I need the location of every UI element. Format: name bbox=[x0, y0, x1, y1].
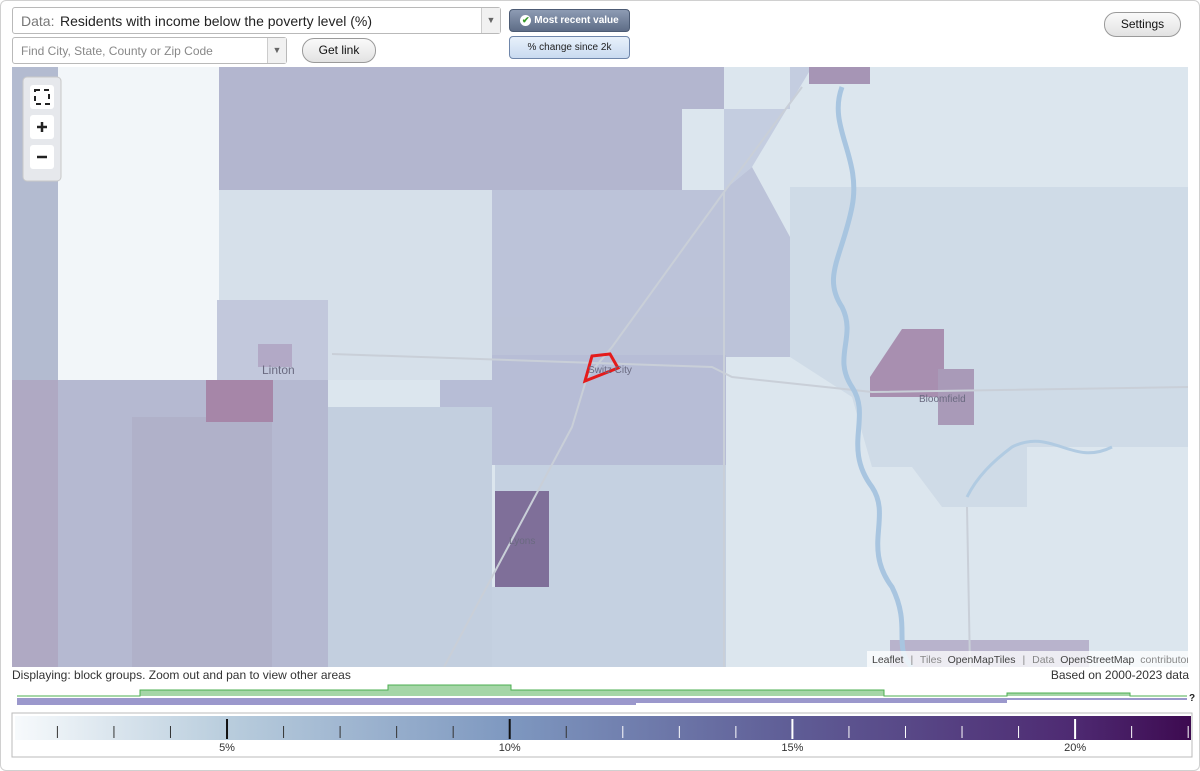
region bbox=[328, 407, 492, 667]
region bbox=[492, 465, 726, 667]
attribution-text: contributors bbox=[1140, 654, 1188, 666]
settings-button[interactable]: Settings bbox=[1104, 12, 1181, 37]
region bbox=[217, 300, 328, 380]
region bbox=[206, 380, 273, 422]
place-label: Switz City bbox=[588, 365, 632, 376]
region bbox=[219, 67, 724, 190]
color-scale bbox=[15, 716, 1191, 740]
region bbox=[809, 67, 870, 84]
attribution-separator: | bbox=[1022, 654, 1025, 666]
help-icon[interactable]: ? bbox=[1189, 693, 1195, 704]
place-label: Bloomfield bbox=[919, 394, 966, 405]
attribution-separator: | bbox=[910, 654, 913, 666]
place-label: Lyons bbox=[509, 536, 535, 547]
region bbox=[790, 187, 1188, 507]
mode-label: Most recent value bbox=[534, 15, 619, 26]
place-label: Linton bbox=[262, 363, 295, 377]
region bbox=[258, 344, 292, 367]
region bbox=[132, 417, 272, 667]
attribution-link[interactable]: Leaflet bbox=[872, 654, 904, 666]
distribution-current bbox=[17, 684, 1187, 697]
attribution: Leaflet | Tiles OpenMapTiles | Data Open… bbox=[872, 654, 1188, 666]
data-years: Based on 2000-2023 data bbox=[1050, 668, 1189, 682]
legend: ? 5% 10% 15% 20% bbox=[11, 684, 1195, 758]
dropdown-arrow: ▼ bbox=[481, 8, 500, 33]
river bbox=[965, 439, 1113, 498]
region bbox=[495, 491, 549, 587]
attribution-box bbox=[867, 651, 1188, 667]
mode-button-active[interactable]: ✔ Most recent value bbox=[509, 9, 630, 32]
fullscreen-button[interactable] bbox=[30, 85, 54, 109]
zoom-in-icon bbox=[37, 122, 47, 132]
data-select-text: Residents with income below the poverty … bbox=[60, 13, 373, 29]
selected-area[interactable] bbox=[582, 352, 621, 384]
region bbox=[57, 67, 219, 381]
tick-label: 5% bbox=[219, 742, 235, 754]
data-prefix: Data: bbox=[21, 13, 55, 29]
data-select[interactable]: Data: Residents with income below the po… bbox=[12, 7, 501, 34]
dropdown-arrow: ▼ bbox=[267, 38, 286, 63]
fullscreen-icon bbox=[34, 89, 50, 105]
region bbox=[938, 369, 974, 425]
region bbox=[12, 380, 58, 667]
mode-button[interactable]: % change since 2k bbox=[509, 36, 630, 59]
attribution-link[interactable]: OpenMapTiles bbox=[948, 654, 1016, 666]
region bbox=[870, 329, 944, 397]
attribution-text: Data bbox=[1032, 654, 1054, 666]
attribution-link[interactable]: OpenStreetMap bbox=[1060, 654, 1134, 666]
river bbox=[831, 86, 914, 667]
attribution-text: Tiles bbox=[920, 654, 942, 666]
region bbox=[440, 317, 724, 367]
map-labels: Linton Switz City Bloomfield Lyons bbox=[262, 363, 966, 547]
check-icon: ✔ bbox=[520, 14, 532, 26]
tick-label: 10% bbox=[499, 742, 521, 754]
distribution-baseline bbox=[17, 698, 1187, 705]
tick-label: 15% bbox=[781, 742, 803, 754]
roads bbox=[331, 86, 1188, 667]
region bbox=[440, 355, 726, 465]
map: Linton Switz City Bloomfield Lyons Leafl… bbox=[12, 67, 1188, 667]
search-box[interactable]: Find City, State, County or Zip Code ▼ bbox=[12, 37, 287, 64]
tick-label: 20% bbox=[1064, 742, 1086, 754]
get-link-button[interactable]: Get link bbox=[302, 38, 376, 63]
status-text: Displaying: block groups. Zoom out and p… bbox=[12, 668, 351, 682]
search-placeholder: Find City, State, County or Zip Code bbox=[21, 44, 213, 58]
region bbox=[724, 67, 812, 190]
